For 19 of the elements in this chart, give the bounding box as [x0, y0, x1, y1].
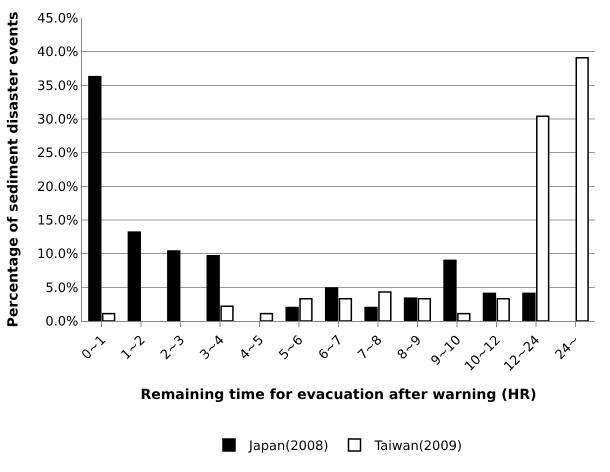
- bar: [260, 312, 274, 321]
- y-tick-label: 15.0%: [37, 214, 78, 229]
- legend-label: Taiwan(2009): [374, 439, 462, 454]
- y-tick-label: 5.0%: [45, 280, 78, 296]
- y-tick-label: 10.0%: [37, 247, 78, 262]
- y-tick-label: 30.0%: [37, 112, 78, 128]
- y-tick-label: 45.0%: [37, 12, 78, 27]
- y-tick-label: 35.0%: [37, 78, 78, 94]
- bar: [128, 231, 141, 321]
- y-axis-title: Percentage of sediment disaster events: [6, 12, 22, 328]
- x-axis-title: Remaining time for evacuation after warning (HR): [140, 386, 537, 403]
- y-tick-label: 0.0%: [45, 314, 78, 330]
- x-tick-label: 24~: [552, 332, 583, 363]
- bar: [576, 56, 589, 321]
- legend-label: Japan(2008): [248, 439, 328, 454]
- bar: [167, 250, 180, 321]
- y-tick-label: 20.0%: [37, 180, 78, 195]
- y-tick-label: 25.0%: [37, 146, 78, 162]
- y-tick-label: 40.0%: [37, 45, 78, 60]
